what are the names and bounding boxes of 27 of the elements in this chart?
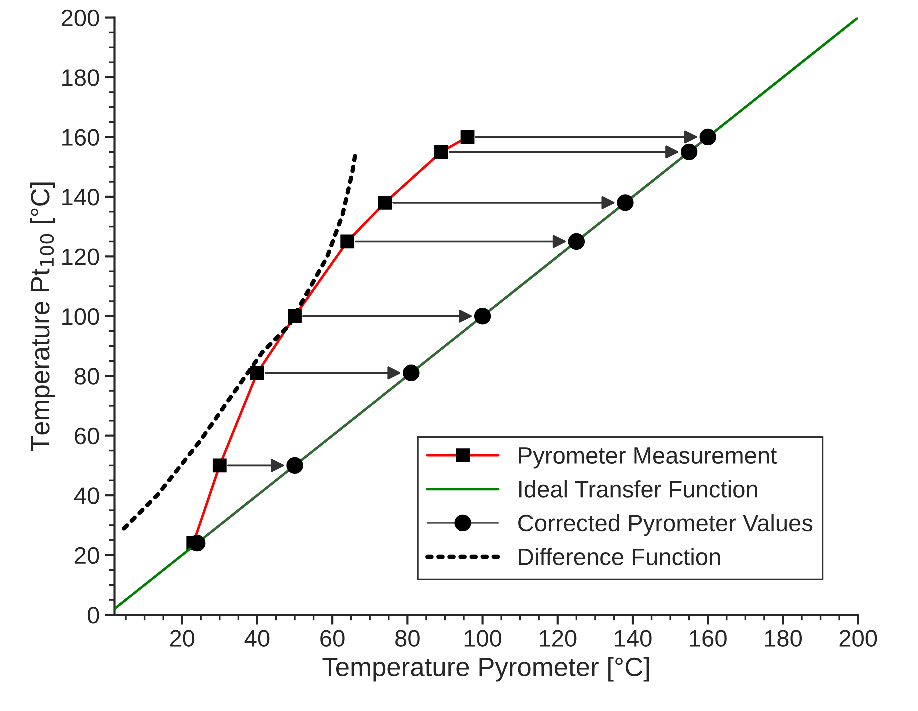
x-tick-label: 200 [840, 630, 878, 647]
x-tick-label: 60 [320, 630, 345, 647]
y-tick-label: 0 [88, 607, 100, 624]
y-tick-label: 80 [74, 368, 100, 385]
x-tick-label: 80 [396, 630, 420, 647]
y-tick-label: 200 [62, 10, 100, 27]
x-tick-label: 100 [464, 630, 502, 647]
x-tick-label: 120 [540, 630, 577, 647]
x-tick-label: 140 [615, 630, 652, 647]
y-tick-label: 20 [75, 547, 100, 564]
x-tick-label: 20 [170, 630, 195, 647]
legend-label: Difference Function [519, 548, 720, 566]
legend-label: Corrected Pyrometer Values [518, 514, 813, 536]
y-tick-label: 160 [62, 129, 100, 146]
y-tick-label: 140 [62, 189, 100, 206]
x-tick-label: 40 [244, 630, 270, 647]
y-axis-title: Temperature Pt$_{100}$ [°C] [30, 182, 56, 452]
legend-label: Pyrometer Measurement [519, 448, 777, 469]
x-axis-title: Temperature Pyrometer [°C] [322, 657, 650, 682]
y-tick-label: 60 [75, 428, 100, 445]
y-tick-label: 40 [74, 488, 100, 504]
legend-label: Ideal Transfer Function [520, 480, 758, 498]
y-tick-label: 100 [62, 308, 100, 326]
y-tick-label: 180 [62, 70, 100, 86]
x-tick-label: 160 [690, 630, 727, 647]
y-tick-label: 120 [62, 248, 100, 266]
x-tick-label: 180 [765, 630, 802, 647]
